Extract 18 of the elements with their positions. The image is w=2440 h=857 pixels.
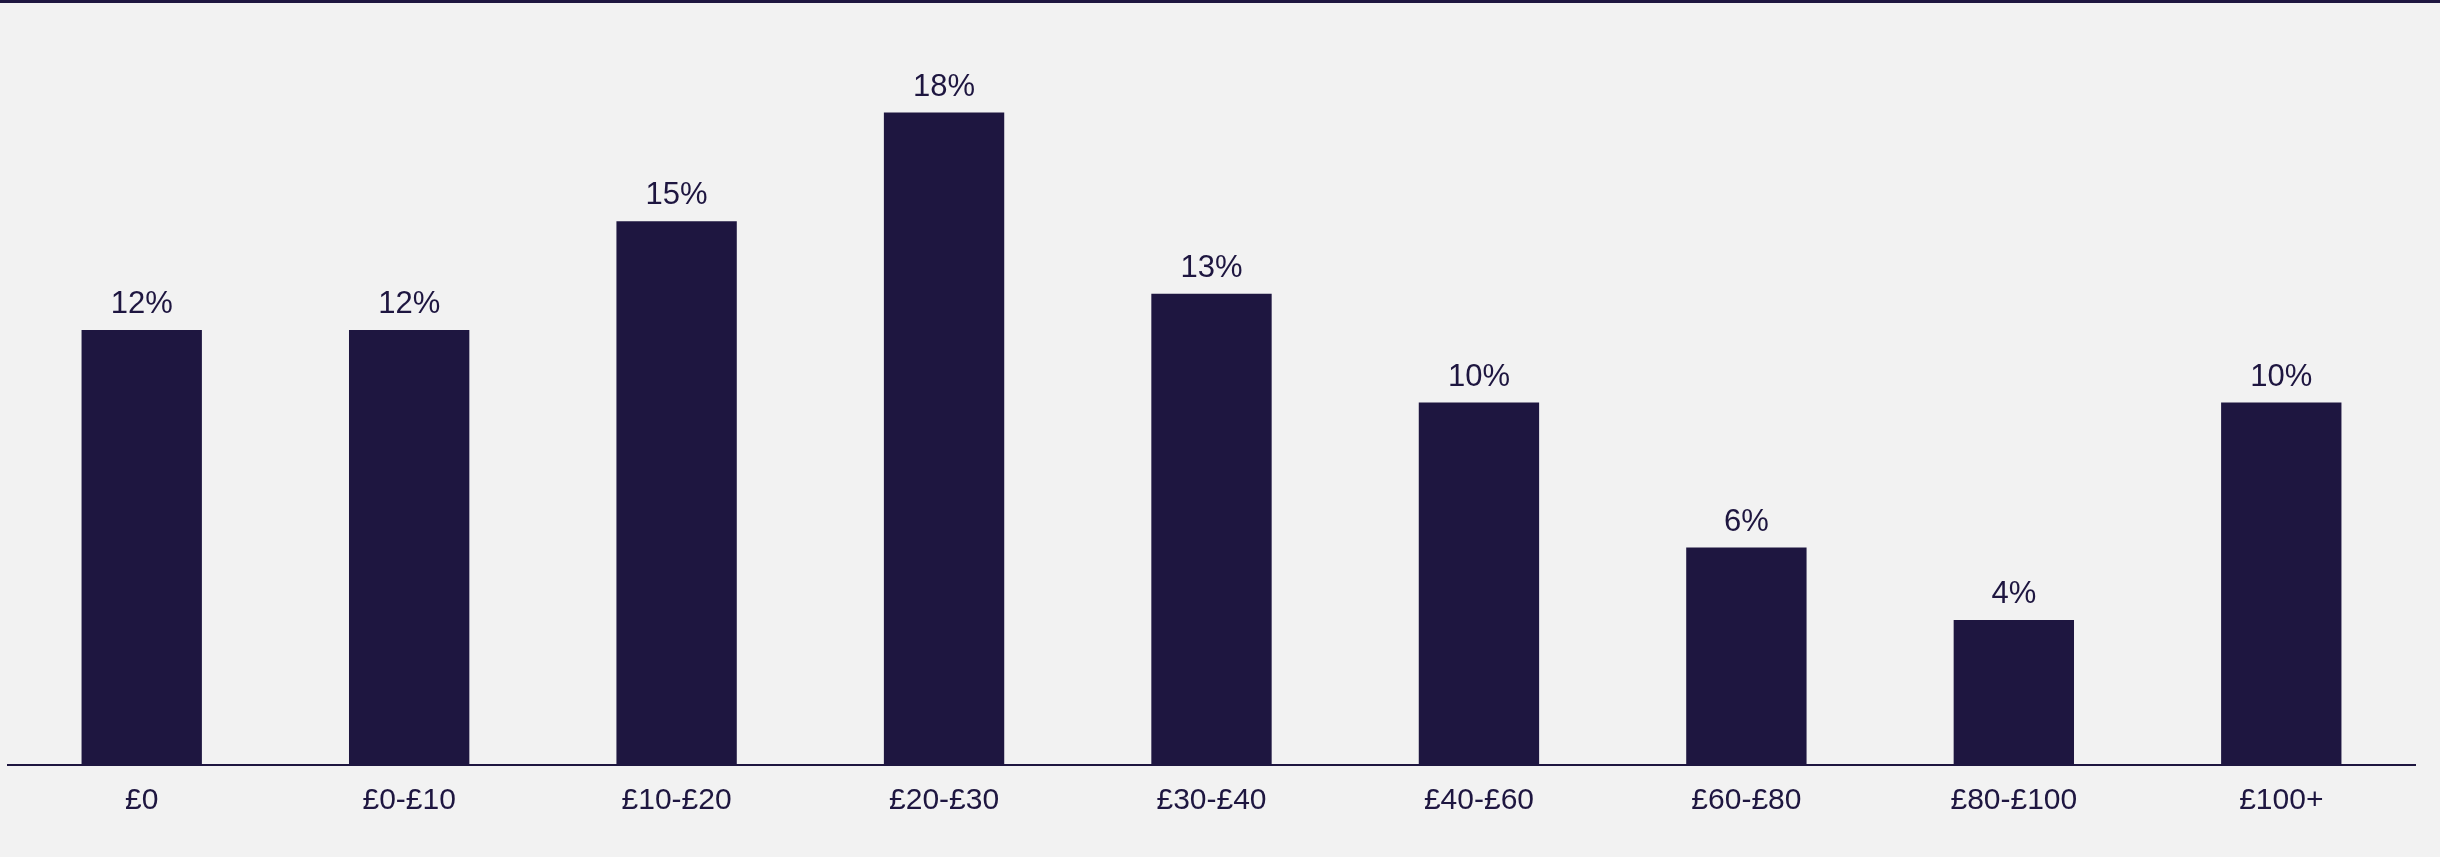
data-label: 10% [2250, 357, 2313, 393]
data-label: 15% [645, 176, 708, 212]
x-tick-label: £30-£40 [1156, 782, 1267, 816]
data-label: 12% [110, 285, 173, 321]
x-tick-label: £40-£60 [1423, 782, 1534, 816]
x-tick-label: £0 [125, 782, 159, 816]
data-label: 13% [1180, 248, 1243, 284]
x-tick-label: £0-£10 [362, 782, 456, 816]
x-tick-label: £80-£100 [1950, 782, 2078, 816]
data-label: 10% [1447, 357, 1510, 393]
data-label: 4% [1991, 575, 2037, 611]
data-label: 18% [913, 67, 976, 103]
x-tick-label: £100+ [2239, 782, 2324, 816]
x-tick-label: £20-£30 [889, 782, 1000, 816]
x-tick-label: £10-£20 [621, 782, 732, 816]
data-label: 12% [378, 285, 441, 321]
data-label: 6% [1723, 502, 1769, 538]
x-tick-label: £60-£80 [1691, 782, 1802, 816]
